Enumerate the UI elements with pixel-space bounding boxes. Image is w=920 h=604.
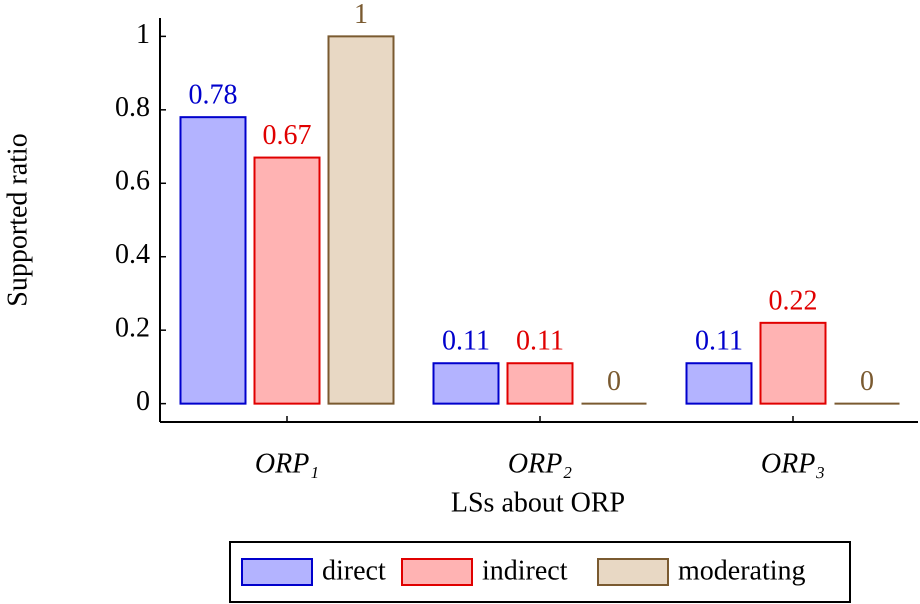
- bar: [506, 362, 574, 405]
- bar: [327, 35, 395, 405]
- value-label: 0.11: [695, 326, 743, 357]
- value-label: 0.11: [442, 326, 490, 357]
- x-tick-label: ORP₃: [761, 448, 825, 479]
- value-label: 0: [607, 366, 621, 397]
- value-label: 1: [354, 0, 368, 30]
- bar: [685, 362, 753, 405]
- legend-label: indirect: [482, 555, 568, 586]
- bar: [253, 156, 321, 405]
- bar: [179, 116, 247, 405]
- y-tick-label: 0: [136, 386, 150, 417]
- legend-swatch: [597, 558, 669, 586]
- bar: [759, 321, 827, 405]
- legend-swatch: [241, 558, 313, 586]
- y-tick-label: 0.6: [115, 166, 150, 197]
- legend-label: moderating: [678, 555, 806, 586]
- legend-swatch: [401, 558, 473, 586]
- value-label: 0.67: [263, 120, 312, 151]
- value-label: 0: [860, 366, 874, 397]
- value-label: 0.11: [516, 326, 564, 357]
- y-tick-label: 0.2: [115, 313, 150, 344]
- legend-label: direct: [322, 555, 386, 586]
- bar: [432, 362, 500, 405]
- legend-box: [229, 541, 851, 603]
- y-axis-label: Supported ratio: [2, 133, 33, 306]
- y-tick-label: 0.8: [115, 92, 150, 123]
- value-label: 0.78: [189, 80, 238, 111]
- x-axis-label: LSs about ORP: [451, 487, 625, 518]
- y-tick-label: 1: [136, 19, 150, 50]
- y-tick-label: 0.4: [115, 239, 150, 270]
- x-tick-label: ORP₁: [255, 448, 319, 479]
- value-label: 0.22: [769, 285, 818, 316]
- x-tick-label: ORP₂: [508, 448, 572, 479]
